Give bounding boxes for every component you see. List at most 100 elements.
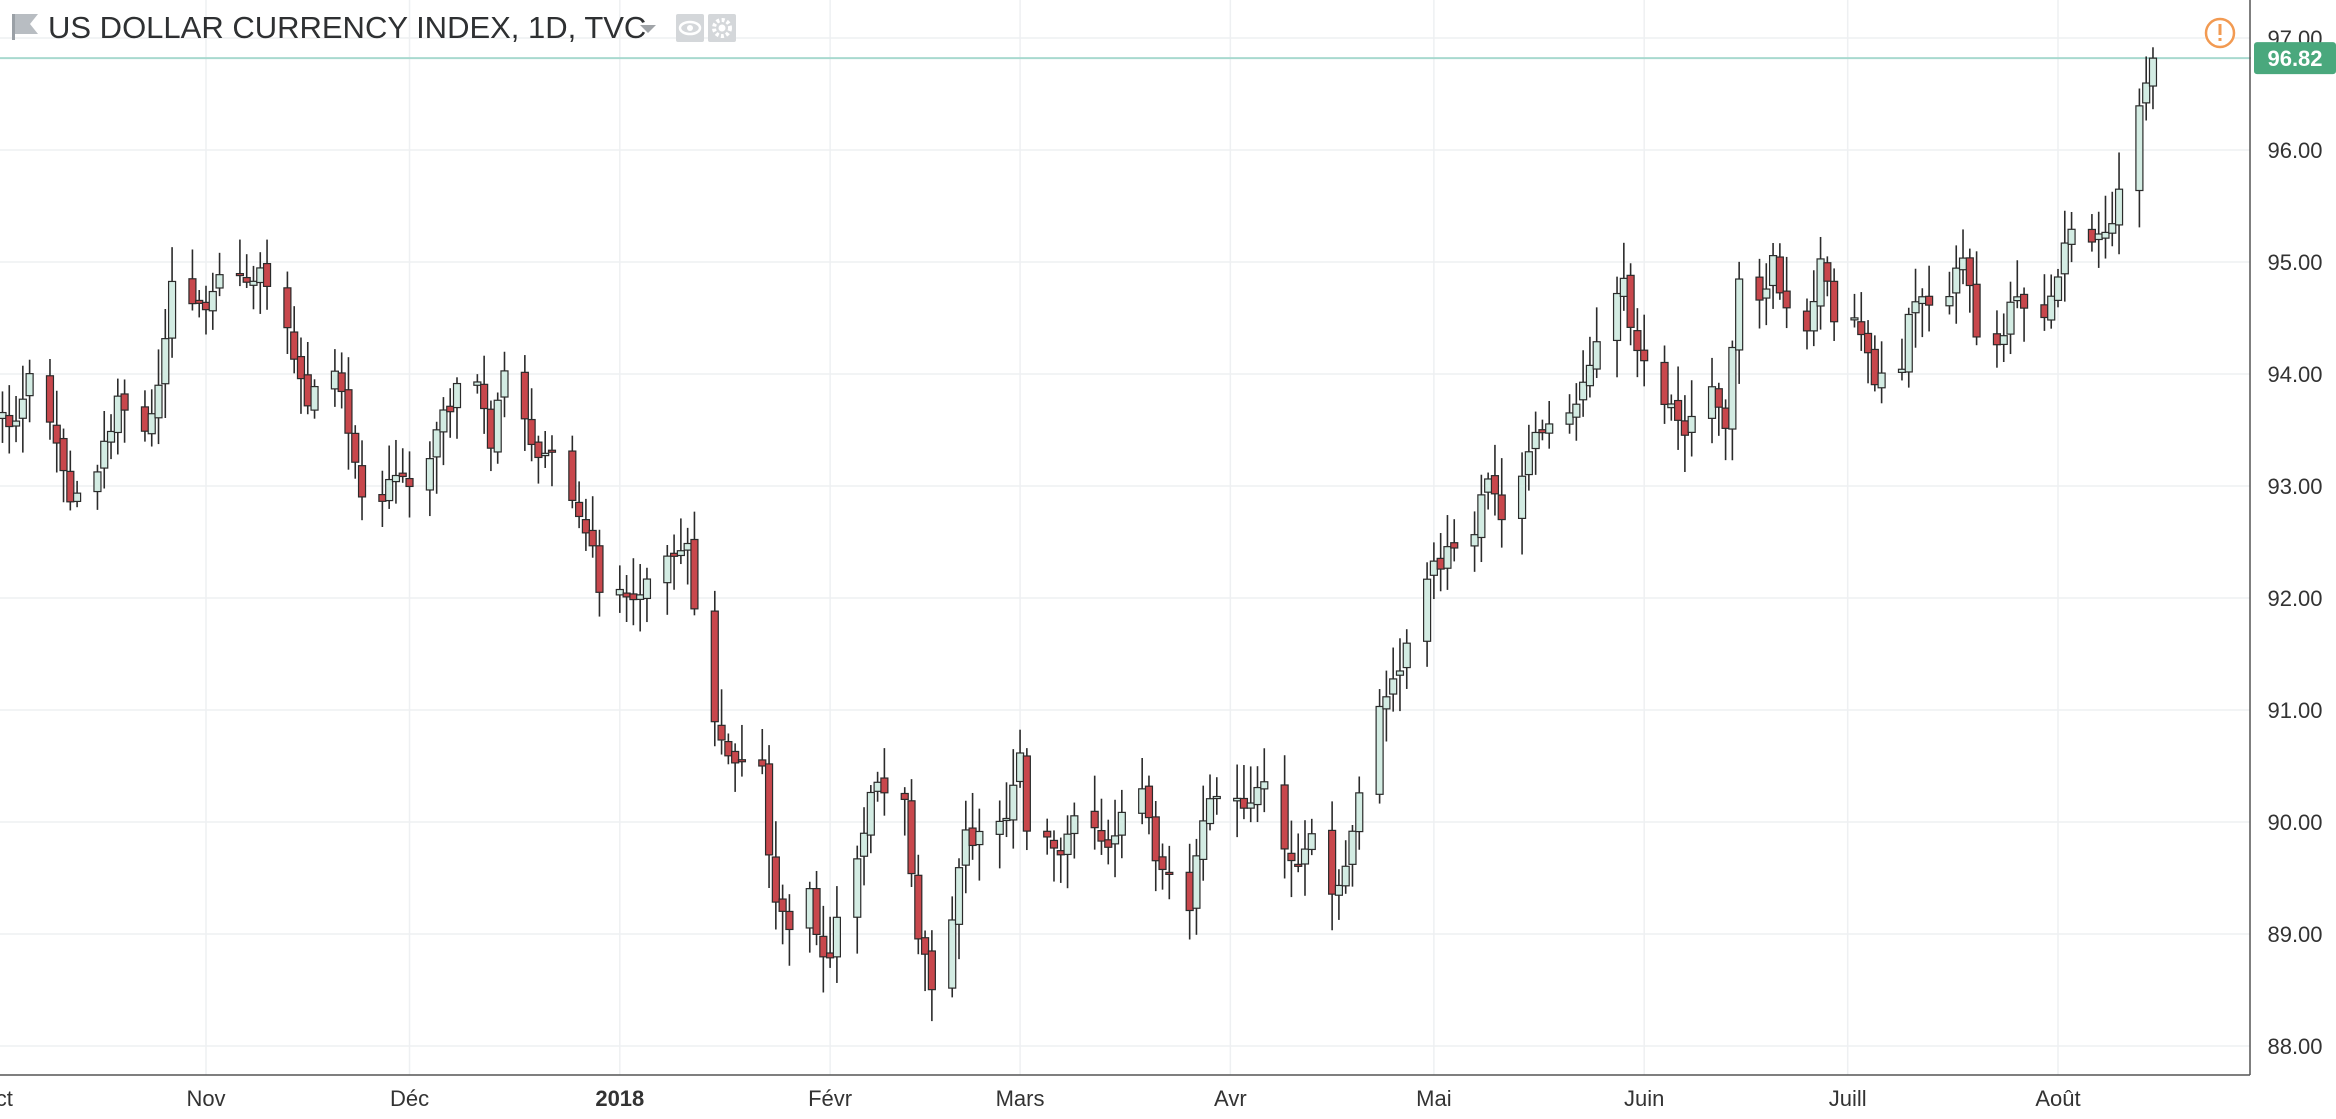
- candle[interactable]: [425, 441, 434, 517]
- candle[interactable]: [954, 858, 964, 960]
- candle[interactable]: [1110, 799, 1120, 878]
- candle[interactable]: [480, 355, 489, 434]
- candle[interactable]: [262, 239, 272, 310]
- candle[interactable]: [778, 884, 787, 945]
- candle[interactable]: [2067, 211, 2076, 263]
- candle[interactable]: [167, 247, 177, 358]
- candle[interactable]: [812, 870, 821, 946]
- candle[interactable]: [500, 351, 509, 418]
- candle[interactable]: [927, 930, 936, 1022]
- candle[interactable]: [1857, 292, 1866, 351]
- candle[interactable]: [717, 689, 726, 755]
- candle[interactable]: [1911, 268, 1920, 348]
- candle[interactable]: [2142, 56, 2151, 121]
- candle[interactable]: [45, 358, 55, 440]
- candle[interactable]: [785, 894, 794, 966]
- candle[interactable]: [1246, 766, 1255, 823]
- candle[interactable]: [907, 779, 916, 887]
- candle[interactable]: [113, 378, 122, 455]
- candle[interactable]: [2114, 152, 2124, 255]
- candle[interactable]: [575, 481, 584, 529]
- candle[interactable]: [1253, 766, 1262, 823]
- candle[interactable]: [1565, 394, 1574, 434]
- candle[interactable]: [1375, 689, 1384, 804]
- candle[interactable]: [568, 435, 577, 509]
- candle[interactable]: [1545, 401, 1554, 449]
- candle[interactable]: [710, 590, 719, 747]
- chevron-down-icon[interactable]: [640, 25, 656, 33]
- candle[interactable]: [1307, 818, 1316, 856]
- candle[interactable]: [1809, 270, 1818, 347]
- candle[interactable]: [1904, 307, 1913, 388]
- candle[interactable]: [2019, 287, 2029, 342]
- candle[interactable]: [1775, 243, 1784, 300]
- candle[interactable]: [66, 450, 75, 511]
- candle[interactable]: [310, 379, 319, 419]
- warning-icon[interactable]: [2204, 17, 2236, 49]
- candle[interactable]: [1660, 345, 1669, 424]
- candle[interactable]: [731, 743, 740, 792]
- candle[interactable]: [405, 451, 414, 518]
- candle[interactable]: [351, 425, 360, 479]
- candle[interactable]: [676, 518, 685, 565]
- candle[interactable]: [663, 545, 672, 615]
- candle[interactable]: [1579, 350, 1588, 417]
- candle[interactable]: [900, 787, 909, 836]
- candle[interactable]: [1199, 785, 1208, 881]
- candle[interactable]: [1389, 647, 1398, 712]
- candle[interactable]: [1633, 308, 1642, 378]
- candle[interactable]: [208, 272, 217, 330]
- candle[interactable]: [1640, 314, 1649, 387]
- candle[interactable]: [866, 785, 875, 854]
- candle[interactable]: [59, 428, 68, 503]
- candle[interactable]: [385, 445, 394, 509]
- candle[interactable]: [1735, 261, 1744, 384]
- candle[interactable]: [1212, 777, 1221, 815]
- candle[interactable]: [120, 379, 129, 443]
- candle[interactable]: [1165, 845, 1174, 900]
- candle[interactable]: [18, 365, 27, 453]
- candle[interactable]: [1626, 263, 1635, 346]
- candle[interactable]: [1497, 458, 1506, 548]
- candle[interactable]: [1850, 293, 1859, 328]
- candle[interactable]: [1585, 336, 1595, 398]
- candle[interactable]: [1287, 820, 1296, 898]
- candle[interactable]: [1952, 245, 1961, 324]
- candle[interactable]: [1300, 820, 1310, 896]
- candle[interactable]: [1402, 629, 1411, 689]
- candle[interactable]: [249, 265, 258, 310]
- candle[interactable]: [1151, 801, 1160, 892]
- candle[interactable]: [147, 389, 156, 447]
- candle[interactable]: [1687, 380, 1696, 457]
- candle[interactable]: [527, 388, 536, 462]
- candle[interactable]: [493, 392, 502, 464]
- candle[interactable]: [1572, 383, 1581, 441]
- candle[interactable]: [588, 496, 597, 558]
- candle[interactable]: [975, 808, 984, 881]
- candle[interactable]: [1490, 444, 1500, 516]
- candle[interactable]: [914, 854, 923, 955]
- candle[interactable]: [1117, 789, 1126, 859]
- candle[interactable]: [1592, 307, 1601, 379]
- candle[interactable]: [1863, 320, 1873, 384]
- candle[interactable]: [106, 414, 116, 460]
- candle[interactable]: [1830, 268, 1839, 341]
- candle[interactable]: [1612, 276, 1622, 378]
- candle[interactable]: [534, 435, 543, 484]
- candle[interactable]: [1782, 256, 1791, 329]
- candle[interactable]: [283, 271, 292, 354]
- candle[interactable]: [188, 249, 197, 311]
- candle[interactable]: [615, 565, 624, 613]
- candle[interactable]: [1965, 248, 1974, 313]
- candle[interactable]: [1531, 411, 1540, 475]
- candle[interactable]: [2148, 47, 2158, 110]
- candle[interactable]: [1328, 801, 1337, 931]
- candle[interactable]: [853, 845, 862, 954]
- candle[interactable]: [920, 930, 930, 992]
- candle[interactable]: [690, 511, 699, 616]
- candle[interactable]: [452, 377, 462, 439]
- candle[interactable]: [1144, 775, 1154, 835]
- candle[interactable]: [1294, 833, 1303, 873]
